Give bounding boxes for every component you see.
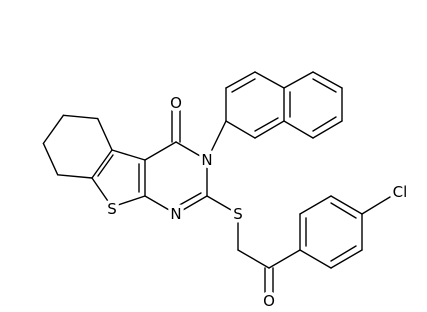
- bonds: [42, 71, 391, 301]
- atom-label: N: [201, 151, 212, 169]
- atom-label: S: [233, 205, 243, 223]
- atom-labels: O N S N S O Cl: [104, 91, 411, 312]
- atom-label: O: [170, 94, 182, 112]
- atom-label: N: [170, 205, 181, 223]
- atom-label: Cl: [393, 183, 408, 201]
- atom-label: S: [107, 200, 117, 218]
- atom-label: O: [263, 292, 275, 310]
